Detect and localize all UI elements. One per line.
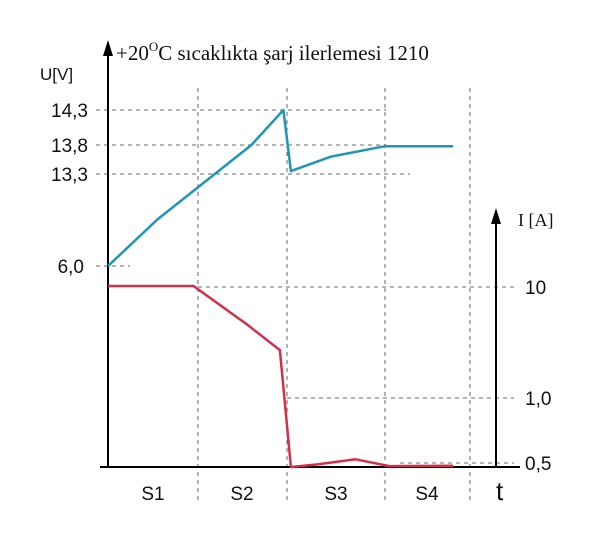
right-axis-arrow	[491, 208, 501, 224]
phase-label: S1	[141, 484, 164, 505]
title-suffix: C sıcaklıkta şarj ilerlemesi 1210	[158, 41, 429, 65]
phase-label: S4	[415, 484, 439, 505]
axes	[100, 52, 520, 468]
title-superscript: O	[149, 39, 158, 54]
right-axis-label: I [A]	[518, 210, 553, 230]
chart-title: +20OC sıcaklıkta şarj ilerlemesi 1210	[116, 39, 429, 65]
left-axis-arrow	[103, 40, 113, 56]
current-tick-label: 10	[525, 278, 546, 299]
voltage-series-line	[107, 108, 453, 267]
guide-lines	[96, 88, 514, 504]
current-tick-label: 1,0	[525, 389, 551, 410]
voltage-tick-label: 13,8	[51, 136, 88, 157]
left-axis-label: U[V]	[40, 65, 73, 84]
voltage-tick-label: 6,0	[58, 257, 84, 278]
current-series-line	[108, 284, 454, 469]
voltage-tick-label: 13,3	[51, 165, 88, 186]
title-prefix: +20	[116, 41, 149, 65]
current-tick-label: 0,5	[525, 454, 551, 475]
phase-label: S3	[324, 484, 347, 505]
voltage-tick-label: 14,3	[51, 101, 88, 122]
phase-label: S2	[230, 484, 253, 505]
x-axis-label: t	[496, 476, 504, 506]
